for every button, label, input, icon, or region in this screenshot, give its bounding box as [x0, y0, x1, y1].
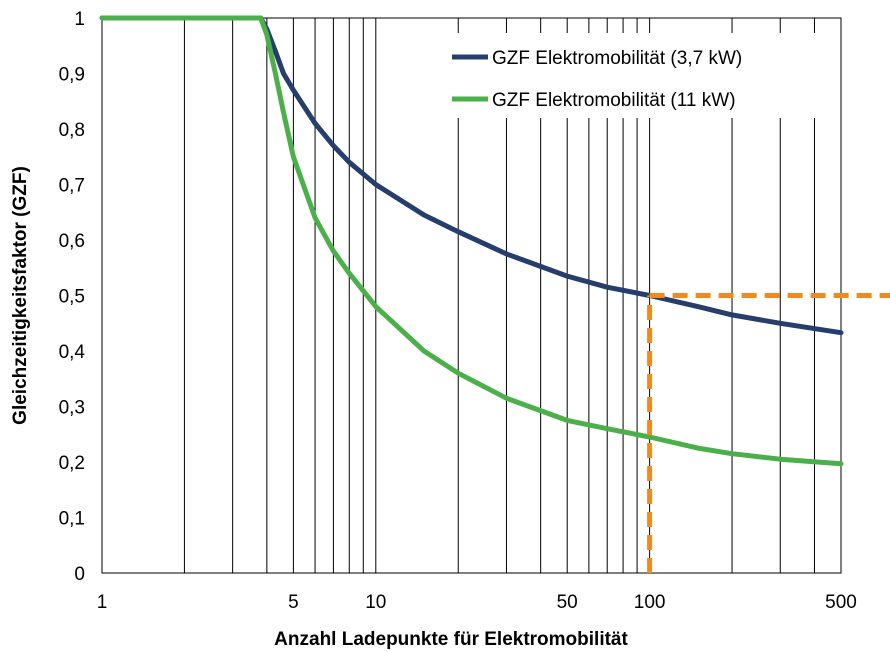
x-tick-labels: 1 5 10 50 100 500 — [97, 592, 857, 613]
y-tick-label: 0,7 — [59, 176, 85, 197]
y-tick-label: 0,8 — [59, 120, 85, 141]
y-tick-labels: 0 0,1 0,2 0,3 0,4 0,5 0,6 0,7 0,8 0,9 1 — [59, 9, 86, 585]
x-tick-label: 5 — [288, 592, 299, 613]
x-axis-title: Anzahl Ladepunkte für Elektromobilität — [274, 629, 628, 650]
y-tick-label: 0,4 — [59, 342, 86, 363]
x-tick-label: 500 — [825, 592, 857, 613]
x-tick-label: 10 — [365, 592, 386, 613]
y-tick-label: 0,3 — [59, 398, 85, 419]
annotation-lines — [647, 293, 890, 573]
x-tick-label: 1 — [97, 592, 108, 613]
y-axis-title: Gleichzeitigkeitsfaktor (GZF) — [10, 166, 31, 425]
legend-label-3-7kw: GZF Elektromobilität (3,7 kW) — [492, 48, 742, 69]
legend-background — [440, 33, 835, 118]
y-tick-label: 0,9 — [59, 65, 85, 86]
y-tick-label: 0,5 — [59, 287, 85, 308]
data-series — [99, 15, 844, 467]
y-tick-label: 1 — [74, 9, 85, 30]
y-tick-label: 0,6 — [59, 231, 85, 252]
legend-label-11kw: GZF Elektromobilität (11 kW) — [492, 90, 736, 111]
y-tick-label: 0 — [74, 564, 85, 585]
x-tick-label: 50 — [557, 592, 578, 613]
series-line-1 — [99, 15, 844, 467]
y-tick-label: 0,1 — [59, 509, 85, 530]
legend: GZF Elektromobilität (3,7 kW) GZF Elektr… — [440, 33, 835, 118]
x-tick-label: 100 — [634, 592, 666, 613]
y-tick-label: 0,2 — [59, 453, 85, 474]
